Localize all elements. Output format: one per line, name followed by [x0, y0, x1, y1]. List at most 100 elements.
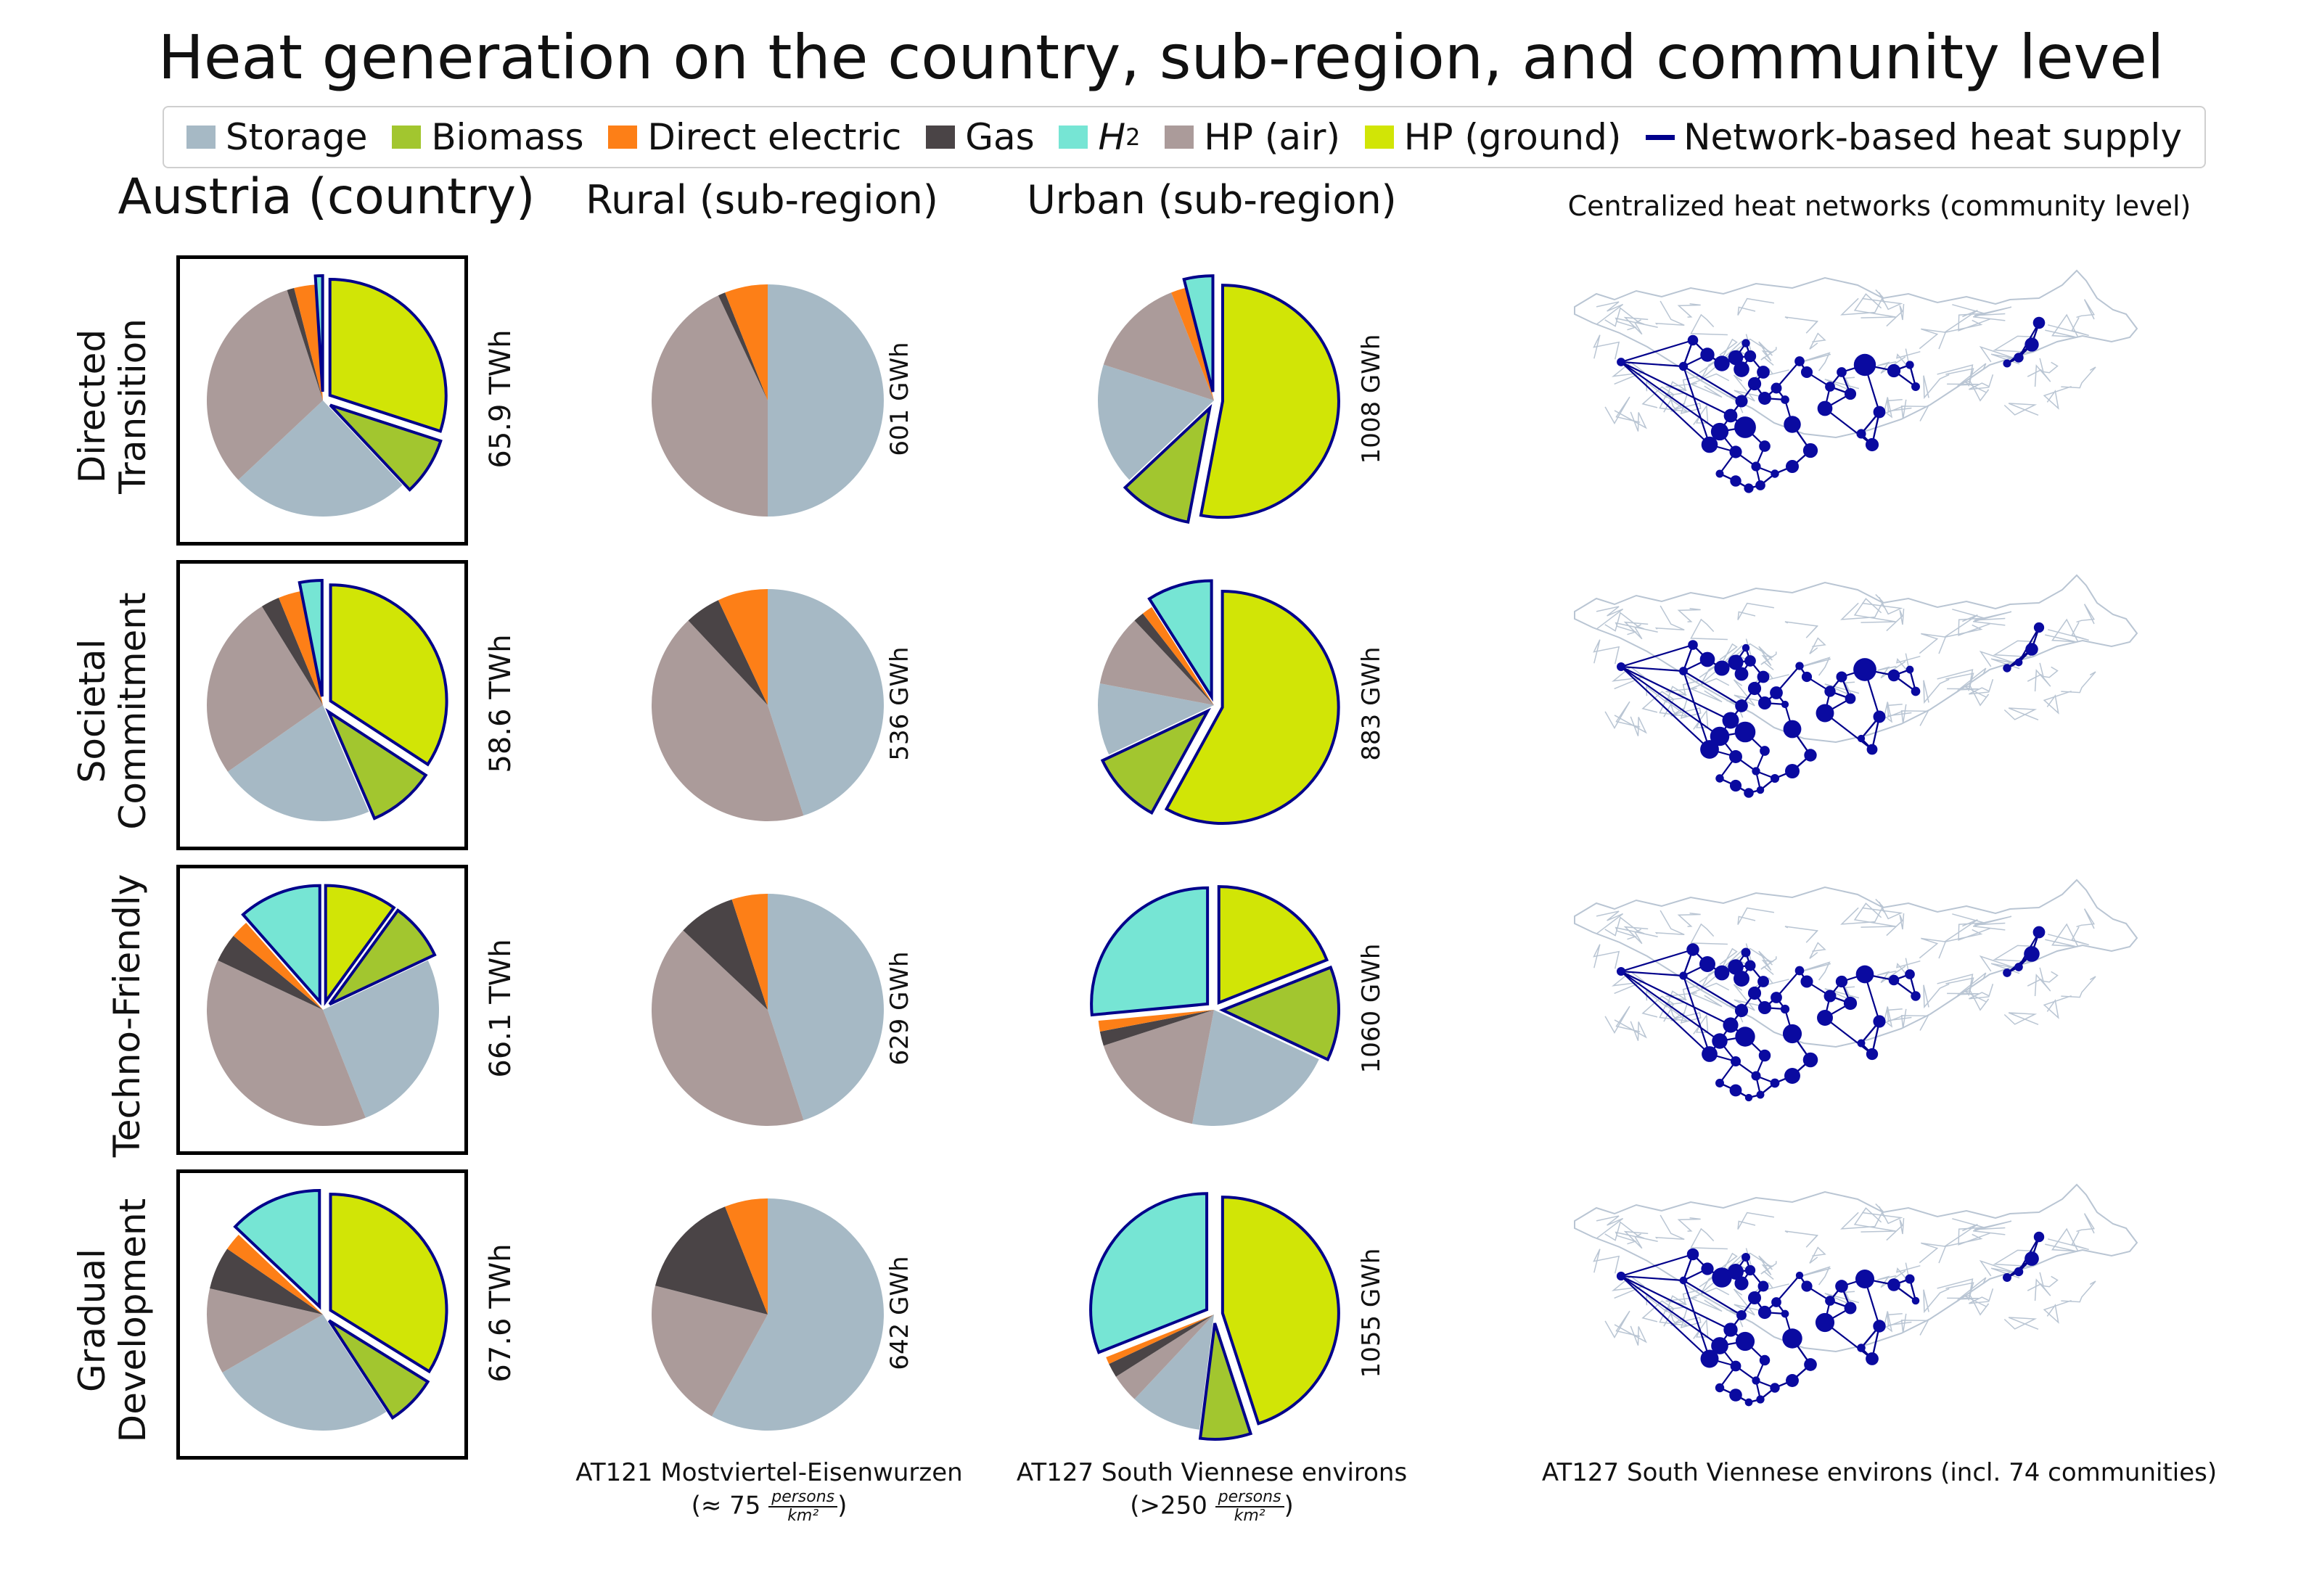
community-border — [1947, 363, 1987, 386]
network-node — [1700, 740, 1719, 759]
community-border — [1919, 937, 1947, 959]
community-border — [1853, 1207, 1896, 1233]
network-node — [1845, 693, 1856, 704]
community-border — [1604, 1310, 1641, 1338]
legend-label-h2-sub: 2 — [1125, 123, 1141, 151]
network-node — [1744, 960, 1756, 971]
community-border — [1919, 328, 1947, 350]
community-border — [2039, 1272, 2059, 1288]
pie-slice-hp-air — [652, 295, 768, 517]
community-border — [1623, 926, 1649, 945]
footnote-rural-prefix: (≈ 75 — [691, 1491, 769, 1521]
network-edge — [1620, 339, 1694, 363]
network-node — [1857, 734, 1866, 743]
network-node — [2003, 1273, 2011, 1282]
community-border — [2003, 707, 2039, 720]
community-border — [1964, 685, 1990, 707]
network-node — [1741, 947, 1751, 958]
network-edge — [1620, 1275, 1710, 1360]
legend-label-biomass: Biomass — [431, 116, 584, 158]
community-border — [1736, 943, 1772, 969]
community-border — [1604, 1005, 1641, 1034]
footnote-urban-region: AT127 South Viennese environs — [1016, 1458, 1408, 1487]
network-node — [1751, 1071, 1761, 1081]
network-node — [1678, 361, 1689, 371]
network-node — [1734, 1276, 1749, 1291]
community-border — [1641, 995, 1675, 1022]
pie-slice-direct-electric — [227, 1234, 323, 1315]
network-edge — [1620, 1275, 1731, 1330]
community-border — [1736, 638, 1772, 665]
community-border — [1719, 1252, 1743, 1276]
network-node — [1815, 1312, 1835, 1333]
network-node — [1873, 1320, 1886, 1333]
community-border — [1947, 667, 1987, 691]
network-node — [1825, 1296, 1835, 1306]
community-border — [1690, 313, 1728, 336]
community-border — [2003, 1317, 2039, 1330]
network-edge — [1620, 666, 1720, 737]
region-outline — [1574, 574, 2138, 744]
region-outline — [1574, 1183, 2138, 1353]
network-node — [1866, 1048, 1879, 1061]
network-node — [1747, 377, 1762, 391]
community-border — [2043, 995, 2072, 1019]
community-border — [1795, 1266, 1831, 1286]
community-border — [1952, 304, 1991, 332]
pie-slice-direct-electric — [279, 591, 323, 705]
footnote-rural-density: (≈ 75 persons km²) — [530, 1489, 1009, 1525]
community-border — [1900, 704, 1929, 726]
community-border — [1758, 646, 1774, 667]
community-border — [1623, 621, 1649, 640]
network-node — [1853, 353, 1876, 377]
community-border — [1840, 1203, 1884, 1230]
community-border — [1596, 1215, 1624, 1239]
community-border — [1659, 392, 1688, 412]
network-node — [1873, 710, 1886, 723]
network-node — [2003, 968, 2011, 977]
legend-item-direct-electric: Direct electric — [608, 116, 901, 158]
footnote-rural: AT121 Mostviertel-Eisenwurzen (≈ 75 pers… — [530, 1457, 1009, 1525]
community-border — [1677, 912, 1701, 927]
network-node — [1783, 720, 1802, 739]
network-node — [1757, 366, 1770, 379]
network-edge — [1776, 361, 1800, 389]
network-node — [2003, 359, 2011, 368]
network-node — [1905, 1274, 1915, 1284]
community-border — [1937, 364, 1974, 387]
legend-swatch-biomass — [392, 126, 422, 149]
pie-slice-gas — [210, 1249, 323, 1315]
network-node — [2014, 353, 2024, 363]
network-node — [1744, 350, 1757, 363]
network-map-techno-friendly — [1574, 879, 2138, 1102]
community-border — [1969, 374, 1994, 390]
pie-slice-hp-ground — [324, 884, 396, 1006]
pie-slice-hp-ground — [1164, 589, 1340, 825]
country-panel-frame — [176, 255, 468, 546]
network-node — [1715, 1383, 1725, 1393]
pie-slice-hp-air — [651, 930, 804, 1127]
community-border — [2027, 669, 2051, 692]
community-border — [1719, 643, 1743, 667]
network-node — [1742, 339, 1750, 347]
community-border — [1614, 410, 1647, 432]
pie-slice-h2 — [1182, 274, 1215, 392]
community-border — [1952, 1218, 1991, 1246]
community-border — [2043, 385, 2072, 410]
network-edge — [1776, 970, 1800, 998]
network-node — [1782, 1328, 1802, 1349]
network-node — [2032, 926, 2046, 939]
network-node — [1722, 712, 1739, 729]
pie-slice-gas — [261, 598, 323, 705]
network-edge — [1620, 666, 1731, 721]
pie-slice-direct-electric — [725, 1198, 768, 1315]
network-node — [1781, 700, 1789, 709]
network-node — [1711, 1337, 1728, 1354]
community-border — [1758, 341, 1774, 362]
network-node — [1730, 1056, 1742, 1067]
network-node — [1742, 1253, 1750, 1262]
community-border — [1733, 984, 1760, 1011]
network-node — [1744, 1093, 1753, 1102]
pie-rural-sub-region-gradual-development — [651, 1198, 884, 1431]
community-border — [1809, 1246, 1826, 1264]
